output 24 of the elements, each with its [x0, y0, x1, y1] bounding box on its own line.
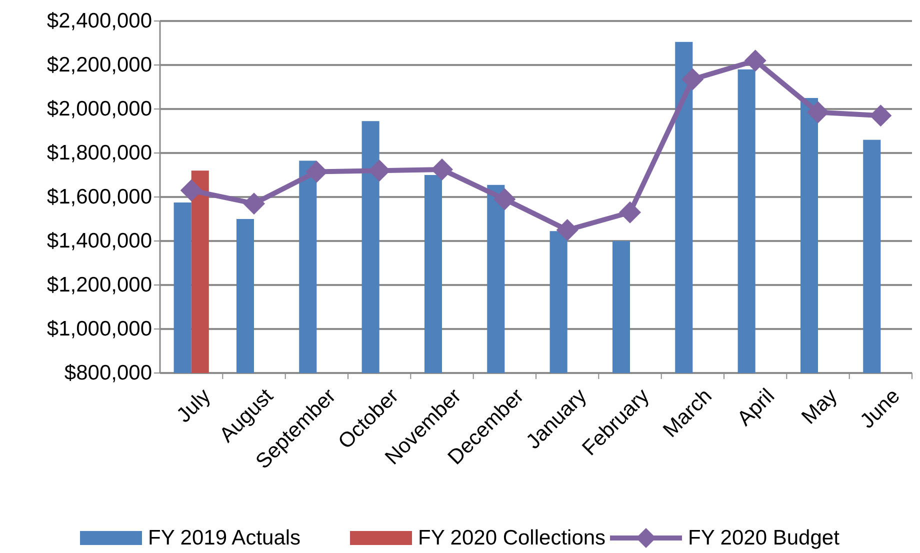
point	[870, 104, 892, 127]
y-tick-label: $1,400,000	[46, 230, 152, 252]
y-tick-label: $1,800,000	[46, 142, 152, 164]
point	[494, 188, 516, 210]
point	[431, 158, 453, 180]
y-tick-label: $1,000,000	[46, 318, 152, 340]
y-tick-label: $2,400,000	[46, 10, 152, 32]
x-tick-label: May	[797, 384, 842, 429]
point	[619, 201, 641, 224]
y-tick-label: $1,200,000	[46, 274, 152, 296]
point	[556, 219, 578, 241]
x-tick-label: July	[172, 384, 216, 428]
point	[243, 192, 265, 215]
legend-label: FY 2020 Budget	[688, 526, 840, 550]
legend-label: FY 2020 Collections	[418, 526, 606, 550]
y-tick-label: $1,600,000	[46, 186, 152, 208]
y-tick-label: $800,000	[64, 362, 152, 384]
point	[180, 179, 202, 202]
legend-label: FY 2019 Actuals	[148, 526, 301, 550]
y-tick-label: $2,000,000	[46, 98, 152, 120]
y-tick-label: $2,200,000	[46, 54, 152, 76]
point	[807, 101, 829, 124]
point	[682, 68, 704, 90]
point	[744, 50, 766, 72]
